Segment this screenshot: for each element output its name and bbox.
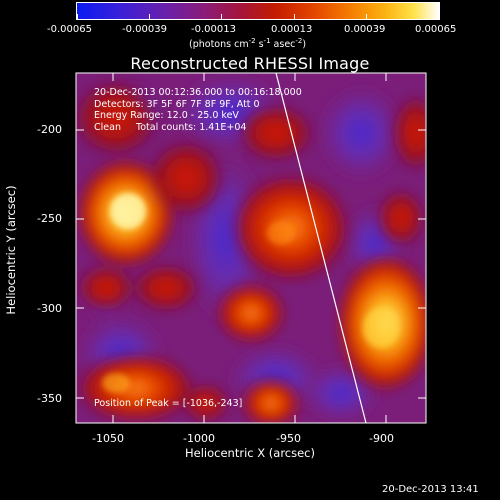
colorbar-tick-label: 0.00013 [271, 24, 313, 35]
info-energy-range: Energy Range: 12.0 - 25.0 keV [94, 110, 239, 121]
axis-frame [75, 72, 427, 424]
emission-regions [76, 78, 426, 423]
y-tick-label: -250 [37, 212, 62, 225]
colorbar-tick [366, 14, 367, 19]
colorbar-tick [294, 14, 295, 19]
x-tick-label: -900 [369, 432, 394, 445]
peak-position-label: Position of Peak = [-1036,-243] [94, 398, 243, 409]
colorbar-tick-label: 0.00065 [415, 24, 457, 35]
x-tick-label: -950 [276, 432, 301, 445]
colorbar-tick [221, 14, 222, 19]
colorbar-units: (photons cm-2 s-1 asec-2) [189, 37, 307, 51]
axes-box [75, 72, 427, 424]
y-ticks [76, 129, 426, 399]
colorbar [76, 2, 440, 20]
x-tick-label: -1050 [92, 432, 124, 445]
info-time-range: 20-Dec-2013 00:12:36.000 to 00:16:18.000 [94, 87, 302, 98]
observation-info: 20-Dec-2013 00:12:36.000 to 00:16:18.000… [94, 87, 302, 133]
rhessi-image [76, 73, 426, 423]
x-axis-label: Heliocentric X (arcsec) [185, 446, 315, 460]
colorbar-tick-label: -0.00065 [47, 24, 92, 35]
info-clean-counts: Clean Total counts: 1.41E+04 [94, 121, 247, 133]
plot-title: Reconstructed RHESSI Image [130, 54, 370, 73]
heatmap-svg [76, 73, 426, 423]
colorbar-tick [438, 14, 439, 19]
info-detectors: Detectors: 3F 5F 6F 7F 8F 9F, Att 0 [94, 98, 260, 110]
y-axis-label: Heliocentric Y (arcsec) [4, 185, 18, 315]
y-tick-label: -200 [37, 123, 62, 136]
colorbar-tick [149, 14, 150, 19]
colorbar-tick [77, 14, 78, 19]
colorbar-tick-label: 0.00039 [344, 24, 386, 35]
y-tick-label: -300 [37, 302, 62, 315]
colorbar-tick-label: -0.00039 [122, 24, 167, 35]
solar-limb-line [275, 73, 367, 423]
x-ticks [112, 73, 387, 423]
x-tick-label: -1000 [183, 432, 215, 445]
colorbar-tick-label: -0.00013 [191, 24, 236, 35]
footer-timestamp: 20-Dec-2013 13:41 [382, 484, 479, 495]
y-tick-label: -350 [37, 392, 62, 405]
hot-cores [102, 193, 399, 393]
